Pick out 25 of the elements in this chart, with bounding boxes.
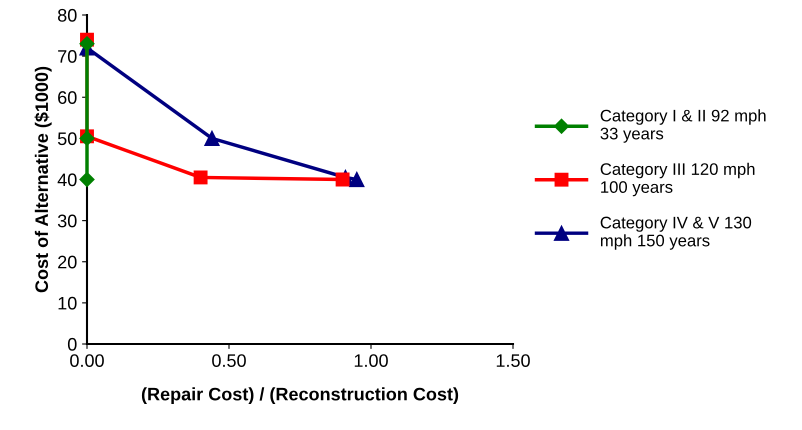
- x-axis-title: (Repair Cost) / (Reconstruction Cost): [142, 387, 458, 404]
- point: [204, 130, 220, 146]
- point: [194, 170, 208, 184]
- point: [79, 172, 95, 188]
- point: [79, 36, 95, 52]
- x-tick-label: 1.00: [354, 354, 388, 367]
- y-tick-label: 50: [58, 132, 77, 146]
- point: [79, 130, 95, 146]
- x-tick-label: 1.50: [496, 354, 530, 367]
- point: [349, 172, 364, 188]
- y-tick-label: 70: [58, 50, 77, 63]
- y-tick-label: 10: [58, 296, 77, 310]
- y-tick-label: 40: [58, 173, 77, 186]
- legend-label: Category I & II 92 mph 33 years: [600, 109, 766, 143]
- y-tick-label: 80: [58, 8, 77, 22]
- x-tick-label: 0.50: [212, 354, 246, 367]
- legend-label: Category IV & V 130 mph 150 years: [600, 216, 752, 250]
- point: [336, 172, 350, 186]
- y-axis-title: Cost of Alternative ($1000): [34, 66, 52, 292]
- x-tick-label: 0.00: [70, 354, 104, 367]
- y-tick-label: 20: [58, 256, 77, 268]
- y-tick-label: 0: [68, 338, 77, 351]
- legend-label: Category III 120 mph 100 years: [600, 162, 754, 196]
- y-tick-label: 60: [58, 91, 77, 104]
- y-tick-label: 30: [58, 214, 77, 228]
